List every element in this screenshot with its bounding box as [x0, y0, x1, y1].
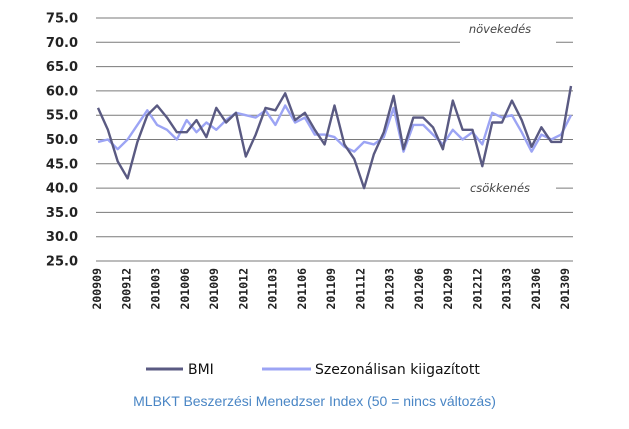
x-tick-label: 201109	[324, 268, 338, 310]
y-tick-label: 25.0	[46, 255, 78, 270]
y-tick-label: 75.0	[46, 12, 78, 27]
legend-label-bmi: BMI	[188, 362, 214, 378]
x-tick-label: 201012	[236, 268, 250, 310]
x-tick-label: 200912	[119, 268, 133, 310]
series-line-seasonally-adjusted	[97, 104, 573, 153]
y-tick-label: 55.0	[46, 109, 78, 124]
y-axis-tick-labels: 25.0 30.0 35.0 40.0 45.0 50.0 55.0 60.0 65.0 70.0…	[46, 12, 78, 270]
series-lines	[96, 85, 573, 190]
annotation-novekedes: növekedés	[469, 22, 531, 36]
x-tick-label: 201203	[383, 268, 397, 310]
y-tick-label: 30.0	[46, 230, 78, 245]
y-tick-label: 35.0	[46, 206, 78, 221]
y-tick-label: 65.0	[46, 60, 78, 75]
series-line-bmi	[96, 85, 573, 190]
x-tick-label: 201209	[441, 268, 455, 310]
y-tick-label: 45.0	[46, 157, 78, 172]
x-tick-label: 201009	[207, 268, 221, 310]
legend: BMI Szezonálisan kiigazított	[146, 362, 480, 378]
x-tick-label: 201112	[353, 268, 367, 310]
x-tick-label: 201206	[412, 268, 426, 310]
y-tick-label: 70.0	[46, 36, 78, 51]
legend-label-seasonally-adjusted: Szezonálisan kiigazított	[315, 362, 480, 378]
x-tick-label: 200909	[90, 268, 104, 310]
x-tick-label: 201006	[178, 268, 192, 310]
x-axis-tick-labels: 200909 200912 201003 201006 201009 201012 2011…	[90, 268, 572, 310]
annotation-csokkenes: csökkenés	[470, 181, 530, 195]
x-tick-label: 201309	[558, 268, 572, 310]
x-tick-label: 201003	[149, 268, 163, 310]
gridlines	[96, 17, 573, 262]
x-tick-label: 201212	[470, 268, 484, 310]
y-tick-label: 40.0	[46, 182, 78, 197]
x-tick-label: 201103	[266, 268, 280, 310]
y-tick-label: 50.0	[46, 133, 78, 148]
x-tick-label: 201303	[500, 268, 514, 310]
x-tick-label: 201306	[529, 268, 543, 310]
x-tick-label: 201106	[295, 268, 309, 310]
y-tick-label: 60.0	[46, 84, 78, 99]
chart-caption: MLBKT Beszerzési Menedzser Index (50 = n…	[133, 393, 496, 409]
